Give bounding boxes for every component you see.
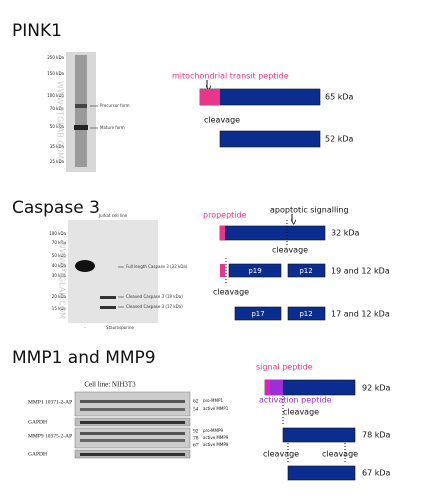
marker-label: 70 kDa <box>52 240 67 245</box>
marker-label: 100 kDa <box>49 231 66 236</box>
cleavage-label: cleavage <box>322 450 358 459</box>
marker-label: 30 kDa <box>52 273 67 278</box>
size-label: 17 and 12 kDa <box>331 310 390 319</box>
activation-segment <box>270 380 283 395</box>
fragment-label: p12 <box>299 310 312 318</box>
size-label: 32 kDa <box>331 229 360 238</box>
protein-bar <box>228 263 282 278</box>
signal-label: apoptotic signalling <box>270 206 349 215</box>
band-label: Cleaved Caspase 3 (17 kDa) <box>126 304 183 309</box>
peptide-label: propeptide <box>203 211 247 220</box>
size-label: 67 <box>193 442 199 448</box>
marker-label: 40 kDa <box>52 263 67 268</box>
cleavage-label: cleavage <box>204 116 240 125</box>
band-label: Precursor form <box>100 103 130 108</box>
marker-label: 250 kDa <box>47 55 64 60</box>
blot-band <box>80 432 185 435</box>
shape: 250 kDa 150 kDa 100 kDa 70 kDa 50 kDa 35… <box>47 55 64 164</box>
marker-label: 50 kDa <box>52 253 67 258</box>
signal-segment <box>265 380 270 395</box>
size-label: 54 <box>193 406 199 412</box>
protein-bar <box>234 306 282 321</box>
band-label: pro-MMP9 <box>203 428 223 433</box>
cleavage-label: cleavage <box>213 288 249 297</box>
blot-band <box>74 125 88 130</box>
blot-band <box>80 408 185 411</box>
size-label: 65 kDa <box>325 93 354 102</box>
cleavage-label: cleavage <box>272 246 308 255</box>
band-label: pro-MMP1 <box>203 398 223 403</box>
shape: pro-MMP1 active MMP1 pro-MMP9 active MMP… <box>203 398 229 447</box>
cleavage-label: cleavage <box>283 408 319 417</box>
watermark: WWW.PTGLAB.COM <box>58 241 67 319</box>
marker-label: 25 kDa <box>50 159 65 164</box>
blot-band <box>80 400 185 403</box>
blot-band <box>80 439 185 442</box>
peptide-label: activation peptide <box>259 396 332 405</box>
section-title: PINK1 <box>12 21 62 41</box>
size-label: 78 <box>193 435 199 441</box>
size-label: 19 and 12 kDa <box>331 267 390 276</box>
band-label: active MMP9 <box>203 435 229 440</box>
protein-bar <box>282 427 356 443</box>
peptide-label: mitochondrial transit peptide <box>172 72 289 81</box>
blot-band <box>80 453 185 456</box>
marker-label: 150 kDa <box>47 71 64 76</box>
fragment-label: p17 <box>251 310 264 318</box>
row-label: MMP9 10375-2-AP <box>28 433 72 439</box>
watermark: WWW.PTGLAB.COM <box>56 81 65 159</box>
protein-bar <box>287 306 326 321</box>
blot-band <box>75 104 87 108</box>
blot-image <box>74 391 191 417</box>
marker-label: 50 kDa <box>50 124 65 129</box>
marker-label: 20 kDa <box>52 294 67 299</box>
peptide-label: signal peptide <box>256 363 313 372</box>
marker-label: 15 kDa <box>52 306 67 311</box>
blot-header: Cell line: NIH3T3 <box>84 381 136 389</box>
protein-bar <box>287 263 326 278</box>
blot-header: Jurkat cell line <box>98 213 128 218</box>
marker-label: 35 kDa <box>50 144 65 149</box>
band-label: active MMP1 <box>203 406 229 411</box>
band-label: Cleaved Caspase 3 (19 kDa) <box>126 294 183 299</box>
blot-lane <box>75 55 87 167</box>
shape: 100 kDa 70 kDa 50 kDa 40 kDa 30 kDa 20 k… <box>49 231 66 311</box>
size-label: 52 kDa <box>325 135 354 144</box>
fragment-label: p12 <box>299 267 312 275</box>
protein-bar <box>219 225 326 241</box>
section-title: MMP1 and MMP9 <box>12 348 156 368</box>
shape: MMP1 10371-2-AP GAPDH MMP9 10375-2-AP GA… <box>28 398 199 457</box>
row-label: MMP1 10371-2-AP <box>28 399 72 405</box>
band-label: Mature form <box>100 125 125 130</box>
row-label: GAPDH <box>28 419 47 425</box>
lane-label: - <box>84 325 86 330</box>
blot-image <box>74 427 191 449</box>
peptide-segment <box>220 226 225 240</box>
size-label: 62 <box>193 398 199 404</box>
peptide-segment <box>200 89 220 105</box>
size-label: 67 kDa <box>362 469 391 478</box>
size-label: 92 <box>193 428 199 434</box>
cleavage-label: cleavage <box>263 450 299 459</box>
protein-bar <box>219 130 321 148</box>
band-label: Full length Caspase 3 (32 kDa) <box>126 264 188 269</box>
blot-band <box>100 296 116 299</box>
blot-band <box>75 260 95 272</box>
row-label: GAPDH <box>28 451 47 457</box>
peptide-segment <box>220 264 225 277</box>
marker-label: 100 kDa <box>47 93 64 98</box>
section-title: Caspase 3 <box>12 198 100 218</box>
band-label: active MMP9 <box>203 442 229 447</box>
size-label: 78 kDa <box>362 431 391 440</box>
protein-bar <box>287 465 356 481</box>
blot-band <box>80 421 185 424</box>
lane-label: Staurosporine <box>106 325 134 330</box>
blot-band <box>100 306 116 309</box>
fragment-label: p19 <box>248 267 261 275</box>
size-label: 92 kDa <box>362 384 391 393</box>
marker-label: 70 kDa <box>50 106 65 111</box>
